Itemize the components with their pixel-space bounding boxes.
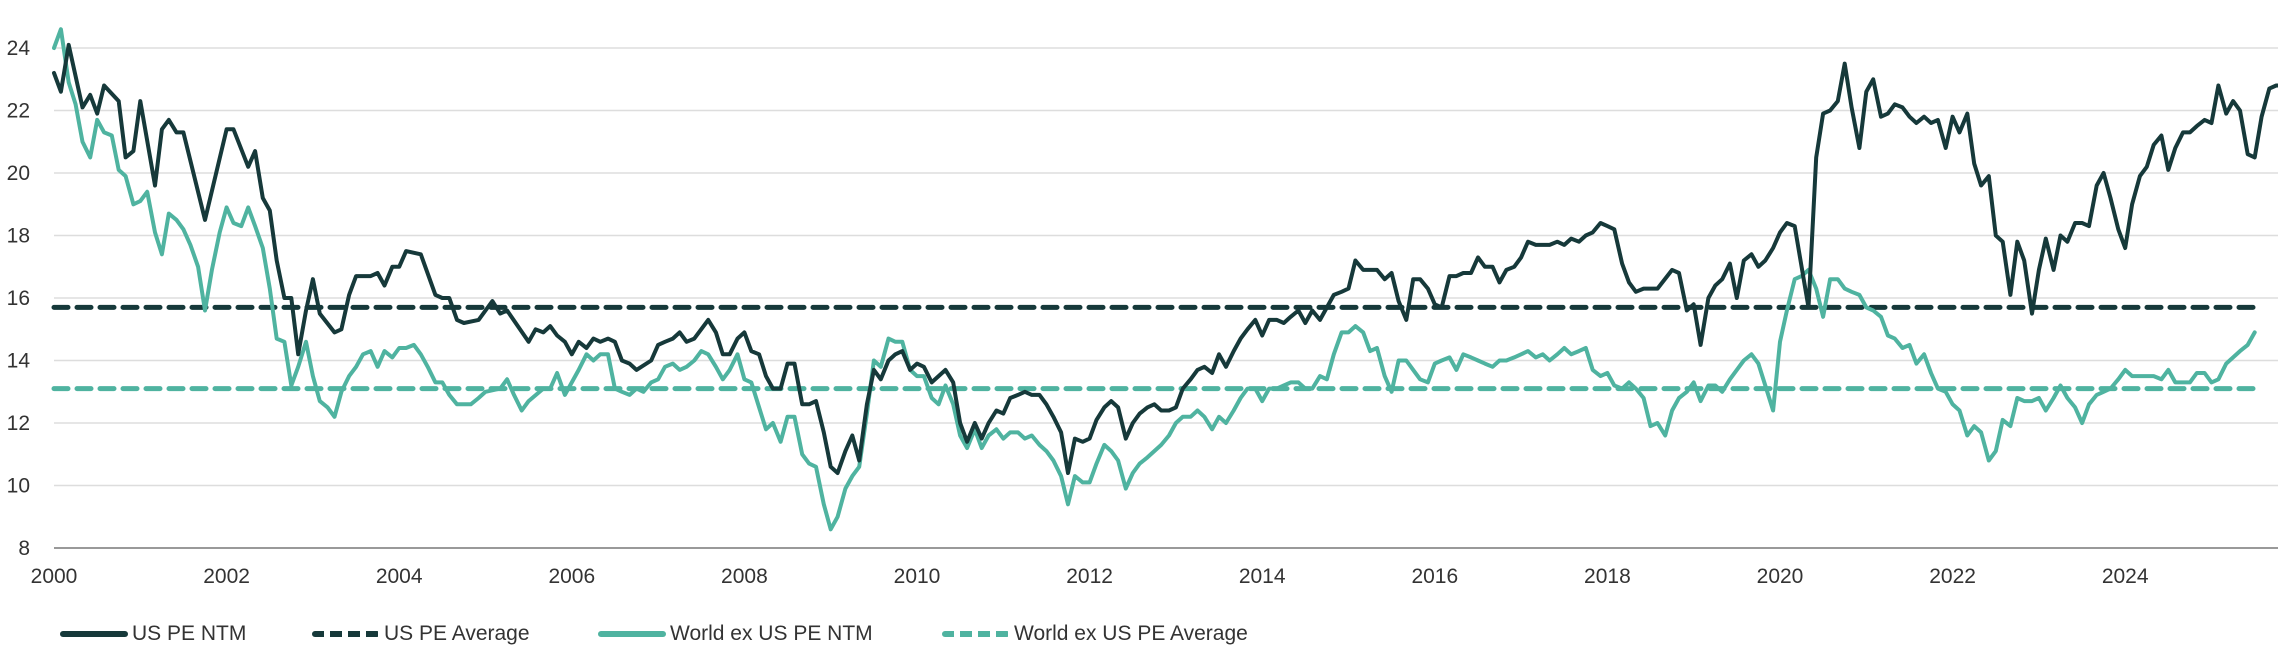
legend-swatch-world-ex-us-pe-average	[942, 631, 1010, 637]
y-tick-label: 14	[7, 350, 31, 373]
x-tick-label: 2022	[1929, 565, 1976, 588]
legend-item-world-ex-us-pe-average[interactable]: World ex US PE Average	[942, 614, 1248, 654]
y-tick-label: 10	[7, 475, 30, 498]
x-tick-label: 2000	[31, 565, 78, 588]
y-tick-label: 24	[7, 37, 31, 60]
series-layer	[51, 27, 2278, 532]
x-tick-label: 2012	[1066, 565, 1113, 588]
legend-item-us-pe-average[interactable]: US PE Average	[312, 614, 530, 654]
legend-swatch-world-ex-us-pe-ntm	[598, 631, 666, 637]
y-tick-label: 12	[7, 412, 30, 435]
x-tick-label: 2016	[1411, 565, 1458, 588]
y-tick-label: 18	[7, 225, 30, 248]
y-tick-label: 16	[7, 287, 30, 310]
y-tick-label: 8	[18, 537, 30, 560]
legend-swatch-us-pe-average	[312, 631, 380, 637]
legend-label: World ex US PE NTM	[670, 622, 873, 645]
x-tick-label: 2002	[203, 565, 250, 588]
y-tick-label: 22	[7, 100, 30, 123]
series-us-pe-ntm	[52, 42, 2278, 475]
x-tick-label: 2018	[1584, 565, 1631, 588]
legend-item-world-ex-us-pe-ntm[interactable]: World ex US PE NTM	[598, 614, 873, 654]
x-tick-label: 2014	[1239, 565, 1286, 588]
x-tick-label: 2004	[376, 565, 423, 588]
legend: US PE NTM US PE Average World ex US PE N…	[0, 614, 2278, 654]
legend-label: US PE Average	[384, 622, 530, 645]
y-tick-label: 20	[7, 162, 30, 185]
y-axis-ticks: 8 10 12 14 16 18 20 22 24	[7, 37, 31, 560]
legend-swatch-us-pe-ntm	[60, 631, 128, 637]
series-world-ex-us-pe-ntm	[52, 27, 2257, 532]
legend-item-us-pe-ntm[interactable]: US PE NTM	[60, 614, 246, 654]
x-tick-label: 2020	[1757, 565, 1804, 588]
x-tick-label: 2024	[2102, 565, 2149, 588]
x-tick-label: 2010	[894, 565, 941, 588]
x-tick-label: 2008	[721, 565, 768, 588]
legend-label: World ex US PE Average	[1014, 622, 1248, 645]
gridlines	[54, 47, 2278, 549]
x-tick-label: 2006	[548, 565, 595, 588]
x-axis-ticks: 2000 2002 2004 2006 2008 2010 2012 2014 2016 2018…	[31, 565, 2149, 588]
legend-label: US PE NTM	[132, 622, 247, 645]
